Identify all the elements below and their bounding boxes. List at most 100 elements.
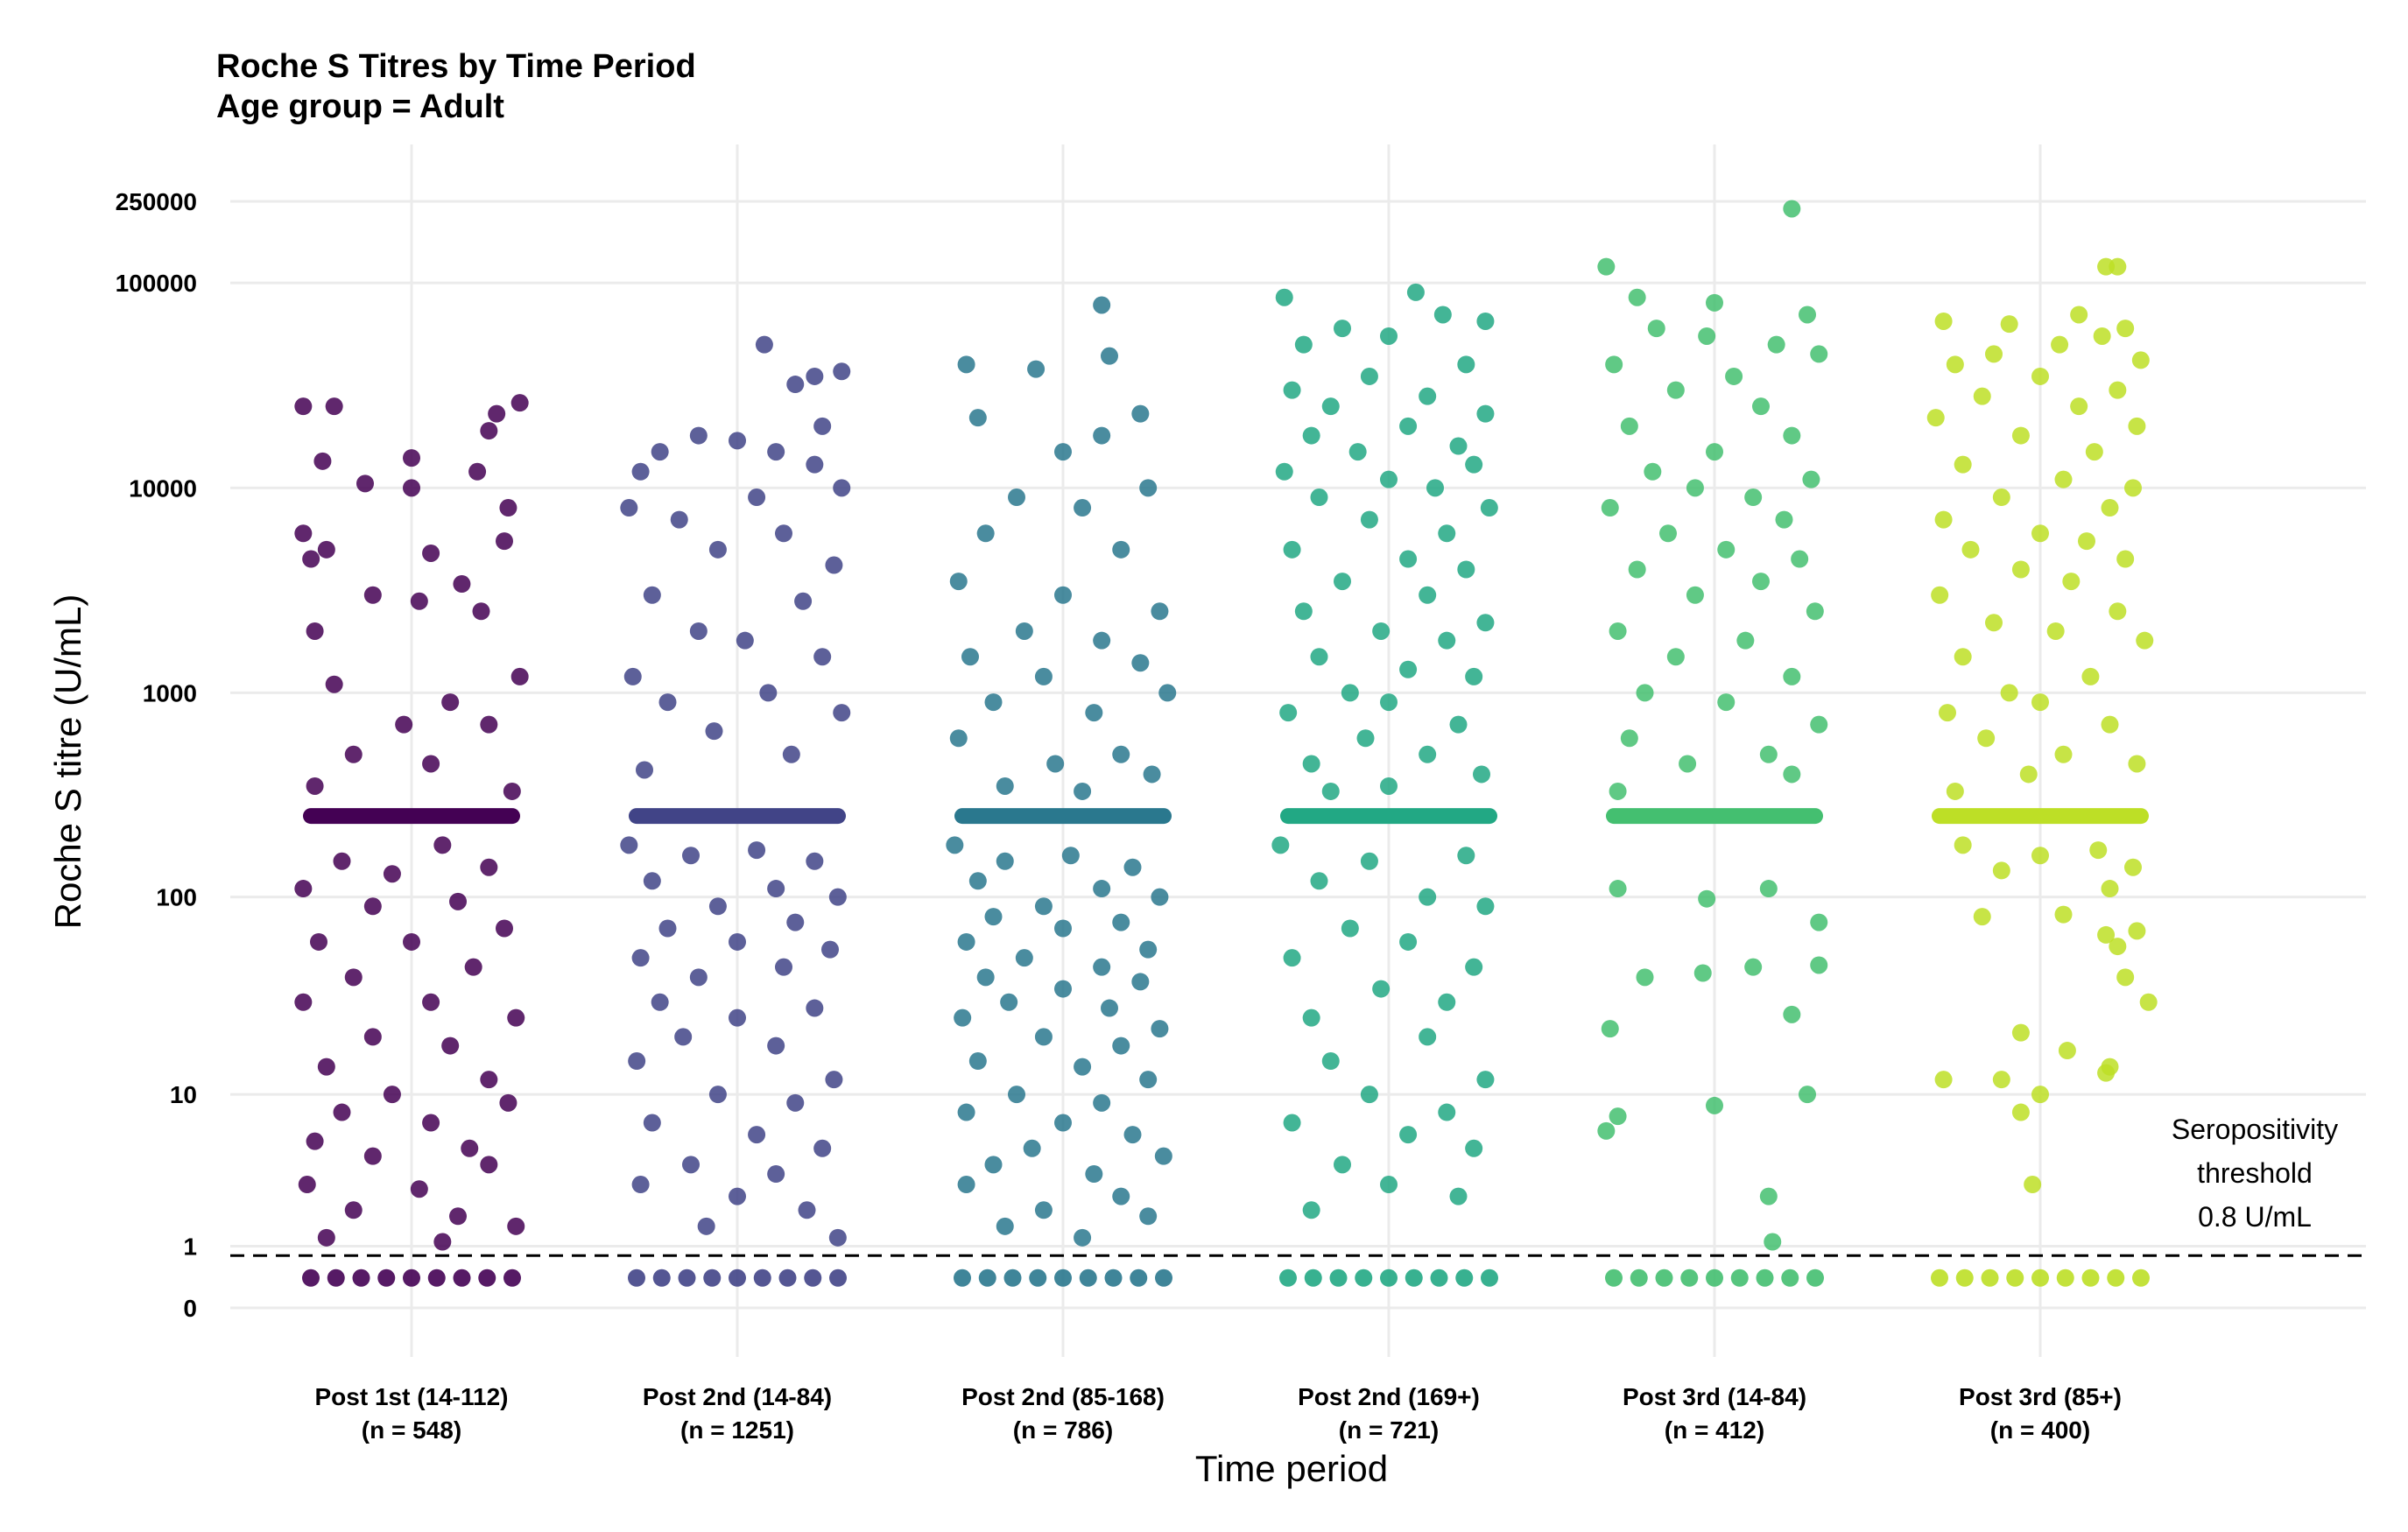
data-point xyxy=(363,897,382,916)
data-point xyxy=(1283,1114,1301,1132)
data-point xyxy=(2054,470,2073,488)
data-point xyxy=(510,667,529,685)
data-point xyxy=(2116,320,2135,338)
data-point xyxy=(1992,1071,2010,1089)
data-point xyxy=(1271,836,1290,854)
data-point xyxy=(1954,836,1972,854)
floor-point xyxy=(1706,1268,1723,1287)
data-point xyxy=(422,993,440,1011)
data-point xyxy=(729,1008,746,1027)
data-point xyxy=(1783,765,1801,784)
y-tick-label: 1000 xyxy=(143,679,197,706)
data-point xyxy=(1954,455,1972,474)
data-point xyxy=(2000,684,2018,702)
data-point xyxy=(2116,550,2135,568)
data-point xyxy=(1399,550,1418,568)
data-point xyxy=(2109,938,2127,956)
data-point xyxy=(767,443,785,461)
data-point xyxy=(1597,1121,1616,1140)
data-point xyxy=(1476,312,1495,330)
data-point xyxy=(302,550,320,568)
floor-point xyxy=(652,1268,671,1287)
data-point xyxy=(1112,540,1130,559)
data-point xyxy=(786,913,805,931)
data-point xyxy=(1143,765,1161,784)
data-point xyxy=(480,1071,498,1089)
data-point xyxy=(1946,355,1964,374)
data-point xyxy=(1341,684,1359,702)
data-point xyxy=(441,1037,460,1055)
data-point xyxy=(356,474,374,493)
data-point xyxy=(682,1156,700,1174)
threshold-annotation-line-1: Seropositivity xyxy=(2172,1114,2338,1145)
floor-point xyxy=(478,1268,496,1287)
data-point xyxy=(689,622,708,640)
data-point xyxy=(363,1147,382,1165)
data-point xyxy=(1380,327,1398,345)
data-point xyxy=(786,376,805,394)
data-point xyxy=(643,872,661,890)
data-point xyxy=(507,1008,525,1027)
data-point xyxy=(736,631,754,650)
data-point xyxy=(957,1176,975,1194)
data-point xyxy=(1380,693,1398,712)
data-point xyxy=(2070,306,2088,324)
x-tick-label: Post 2nd (85-168) xyxy=(961,1383,1165,1410)
data-point xyxy=(806,455,824,474)
data-point xyxy=(1015,949,1033,967)
data-point xyxy=(1926,409,1945,427)
floor-point xyxy=(1304,1268,1322,1287)
data-point xyxy=(631,462,650,481)
data-point xyxy=(1783,200,1801,218)
data-point xyxy=(1093,958,1111,976)
data-point xyxy=(1034,897,1053,916)
data-point xyxy=(1054,919,1072,938)
data-point xyxy=(1139,1207,1158,1226)
data-point xyxy=(2101,715,2119,734)
data-point xyxy=(2054,905,2073,924)
data-point xyxy=(2031,1086,2049,1104)
data-point xyxy=(2101,499,2119,517)
data-point xyxy=(2000,315,2018,334)
data-point xyxy=(333,1103,351,1121)
data-point xyxy=(1310,872,1328,890)
x-tick-label: Post 3rd (85+) xyxy=(1959,1383,2122,1410)
data-point xyxy=(1046,755,1065,773)
data-point xyxy=(1275,288,1293,306)
data-point xyxy=(325,397,343,416)
data-point xyxy=(1360,367,1378,385)
data-point xyxy=(1476,897,1495,916)
data-point xyxy=(507,1217,525,1235)
data-point xyxy=(620,836,638,854)
data-point xyxy=(1372,980,1391,998)
data-point xyxy=(806,999,824,1017)
data-point xyxy=(658,919,677,938)
median-bands xyxy=(302,808,2150,1287)
data-point xyxy=(480,422,498,440)
floor-point xyxy=(1756,1268,1774,1287)
data-point xyxy=(976,524,995,543)
data-point xyxy=(1154,1147,1172,1165)
data-point xyxy=(2031,847,2049,865)
data-point xyxy=(1372,622,1391,640)
data-point xyxy=(1601,499,1619,517)
data-point xyxy=(2131,351,2150,369)
data-point xyxy=(786,1093,805,1112)
data-point xyxy=(1636,968,1654,987)
data-point xyxy=(833,362,851,381)
data-point xyxy=(968,872,987,890)
data-point xyxy=(1473,765,1490,784)
data-point xyxy=(1279,704,1298,722)
data-points xyxy=(294,200,2158,1251)
data-point xyxy=(1810,345,1828,363)
data-point xyxy=(748,841,766,860)
data-point xyxy=(510,394,529,412)
data-point xyxy=(1799,306,1816,324)
data-point xyxy=(968,1052,987,1071)
data-point xyxy=(623,667,642,685)
data-point xyxy=(1977,729,1996,748)
floor-point xyxy=(2006,1268,2024,1287)
data-point xyxy=(1054,980,1072,998)
horizontal-gridlines xyxy=(230,200,2366,1310)
x-tick-n-label: (n = 1251) xyxy=(680,1416,794,1444)
